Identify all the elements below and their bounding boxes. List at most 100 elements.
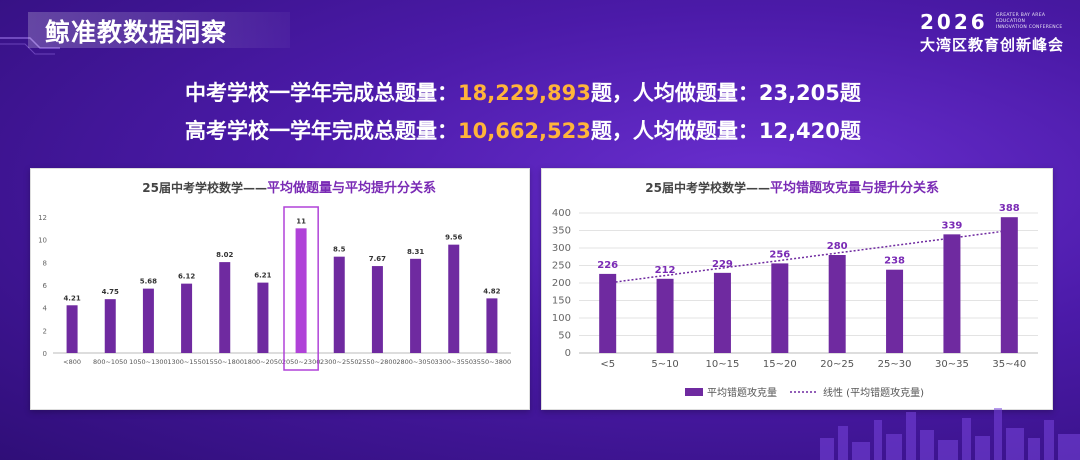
y-tick-label: 0 [43, 350, 47, 358]
bar [828, 255, 846, 353]
x-tick-label: 15~20 [763, 359, 797, 370]
brand-logo: 2026 GREATER BAY AREA EDUCATION INNOVATI… [920, 10, 1070, 54]
stat-prefix: 高考学校一学年完成总题量： [185, 119, 458, 143]
stat-prefix: 中考学校一学年完成总题量： [185, 81, 458, 105]
x-tick-label: 5~10 [651, 359, 678, 370]
bar [771, 263, 789, 353]
bar [181, 283, 193, 353]
x-tick-label: 800~1050 [93, 358, 127, 366]
x-tick-label: 35~40 [992, 359, 1026, 370]
bar-value-label: 6.12 [178, 273, 195, 281]
y-tick-label: 150 [552, 296, 571, 307]
y-tick-label: 4 [43, 305, 48, 313]
bar-value-label: 5.68 [140, 278, 157, 286]
chart-practice-vs-improvement: 25届中考学校数学—— 平均做题量与平均提升分关系 0 2 4 6 8 10 12 4.21 <… [38, 180, 512, 371]
x-tick-label: 3300~3550 [434, 358, 473, 366]
x-tick-label: 1550~1800 [205, 358, 244, 366]
bar [886, 269, 904, 353]
brand-year: 2026 [920, 10, 988, 34]
x-tick-label: 1050~1300 [129, 358, 168, 366]
trendline [607, 229, 1010, 284]
bar [410, 258, 422, 353]
legend-bar-label: 平均错题攻克量 [707, 386, 777, 399]
bar-value-label: 8.31 [407, 248, 424, 256]
page-title: 鲸准教数据洞察 [45, 18, 228, 47]
bar-value-label: 8.5 [333, 246, 346, 254]
bar-value-label: 229 [712, 259, 733, 270]
legend-trend-label: 线性 (平均错题攻克量) [823, 386, 924, 399]
bar-value-label: 11 [296, 217, 306, 225]
x-tick-label: 2050~2300 [282, 358, 321, 366]
bar [257, 282, 269, 353]
y-tick-label: 300 [552, 243, 571, 254]
stat-line-zhongkao: 中考学校一学年完成总题量：18,229,893题，人均做题量：23,205题 [185, 77, 861, 107]
x-tick-label: <800 [63, 358, 81, 366]
bar [333, 256, 345, 353]
bar [66, 305, 78, 353]
bar [486, 298, 498, 353]
x-tick-label: <5 [600, 359, 615, 370]
stat-suffix: 题，人均做题量：12,420题 [590, 119, 861, 143]
chart-errors-vs-improvement: 25届中考学校数学—— 平均错题攻克量与提升分关系 平均错题攻克量 线性 (平均… [552, 180, 1038, 399]
brand-subtitle: GREATER BAY AREA EDUCATION INNOVATION CO… [996, 13, 1063, 30]
bar [943, 234, 961, 353]
x-tick-label: 3550~3800 [473, 358, 512, 366]
bar-value-label: 339 [942, 220, 963, 231]
bar [713, 272, 731, 353]
x-tick-label: 2300~2550 [320, 358, 359, 366]
x-tick-label: 25~30 [878, 359, 912, 370]
x-tick-label: 1800~2050 [244, 358, 283, 366]
y-tick-label: 0 [565, 348, 571, 359]
highlight-frame [283, 206, 319, 371]
bar [448, 244, 460, 353]
bar-value-label: 7.67 [369, 255, 386, 263]
y-tick-label: 400 [552, 208, 571, 219]
y-tick-label: 50 [558, 331, 571, 342]
bar-value-label: 4.21 [63, 294, 80, 302]
bar [142, 288, 154, 353]
bar [656, 278, 674, 353]
bar-value-label: 9.56 [445, 234, 462, 242]
bar-value-label: 256 [769, 249, 790, 260]
city-skyline-decoration [820, 408, 1080, 460]
y-tick-label: 250 [552, 261, 571, 272]
chart-title-black: 25届中考学校数学—— [142, 180, 267, 195]
chart-title-purple: 平均做题量与平均提升分关系 [267, 180, 436, 196]
brand-name: 大湾区教育创新峰会 [920, 36, 1065, 54]
bar-value-label: 212 [655, 265, 676, 276]
x-tick-label: 30~35 [935, 359, 969, 370]
stat-line-gaokao: 高考学校一学年完成总题量：10,662,523题，人均做题量：12,420题 [185, 115, 861, 145]
x-tick-label: 1300~1550 [167, 358, 206, 366]
y-tick-label: 200 [552, 278, 571, 289]
y-tick-label: 350 [552, 226, 571, 237]
bar [599, 273, 617, 353]
legend-bar-swatch [685, 388, 703, 396]
bar-value-label: 226 [597, 260, 618, 271]
bar-value-label: 238 [884, 256, 905, 267]
bar-value-label: 388 [999, 203, 1020, 214]
stat-total: 10,662,523 [458, 119, 591, 143]
bar-value-label: 4.82 [483, 287, 500, 295]
bar [1000, 217, 1018, 353]
stat-suffix: 题，人均做题量：23,205题 [590, 81, 861, 105]
bar [371, 266, 383, 353]
x-tick-label: 20~25 [820, 359, 854, 370]
bar [295, 228, 307, 353]
bar-value-label: 6.21 [254, 272, 271, 280]
bar [104, 299, 116, 353]
y-tick-label: 12 [38, 214, 47, 222]
y-tick-label: 10 [38, 237, 47, 245]
y-tick-label: 2 [43, 327, 47, 335]
bar-value-label: 4.75 [102, 288, 119, 296]
x-tick-label: 10~15 [706, 359, 740, 370]
chart-panel-errors: 25届中考学校数学—— 平均错题攻克量与提升分关系 平均错题攻克量 线性 (平均… [541, 168, 1053, 410]
y-tick-label: 100 [552, 313, 571, 324]
bar [219, 262, 231, 353]
bar-value-label: 280 [827, 241, 848, 252]
y-tick-label: 8 [43, 259, 47, 267]
chart-title-purple: 平均错题攻克量与提升分关系 [770, 180, 939, 196]
bar-value-label: 8.02 [216, 251, 233, 259]
title-decoration [0, 37, 60, 55]
stat-total: 18,229,893 [458, 81, 591, 105]
x-tick-label: 2800~3050 [396, 358, 435, 366]
